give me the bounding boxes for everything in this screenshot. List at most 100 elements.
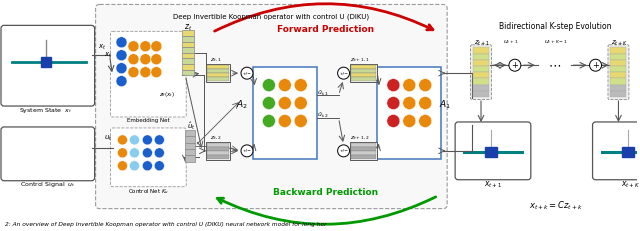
Text: $x_{t+1}$: $x_{t+1}$ (484, 180, 502, 190)
FancyBboxPatch shape (1, 127, 95, 181)
Text: Deep Invertible Koopman operator with control U (DIKU): Deep Invertible Koopman operator with co… (173, 13, 369, 20)
Bar (485, 147, 497, 157)
Circle shape (128, 54, 139, 65)
Text: +: + (592, 61, 599, 70)
Bar (611, 60, 627, 66)
Bar (611, 47, 627, 54)
Circle shape (116, 37, 127, 48)
Circle shape (143, 161, 152, 171)
Text: +/−: +/− (339, 72, 348, 76)
Circle shape (387, 97, 400, 109)
Circle shape (589, 59, 602, 71)
Text: Embedding Net: Embedding Net (127, 118, 170, 123)
Bar (473, 72, 489, 78)
Circle shape (118, 148, 127, 158)
Text: $x_{t+k} = Cz_{t+k}$: $x_{t+k} = Cz_{t+k}$ (529, 200, 582, 212)
Text: Forward Prediction: Forward Prediction (277, 25, 374, 34)
Text: Control Net $K_u$: Control Net $K_u$ (128, 187, 169, 196)
Text: $x_t$: $x_t$ (104, 51, 113, 60)
Circle shape (116, 76, 127, 87)
Text: Backward Prediction: Backward Prediction (273, 188, 378, 197)
Circle shape (294, 97, 307, 109)
Text: $A_2$: $A_2$ (236, 99, 248, 111)
Bar (182, 70, 194, 75)
Bar (611, 85, 627, 91)
Bar (185, 143, 195, 149)
Bar (207, 73, 229, 77)
Bar (207, 69, 229, 73)
Circle shape (129, 148, 140, 158)
FancyBboxPatch shape (206, 64, 230, 82)
Text: +/−: +/− (243, 149, 252, 153)
Circle shape (116, 63, 127, 74)
FancyBboxPatch shape (470, 45, 492, 100)
Circle shape (129, 135, 140, 145)
Circle shape (116, 50, 127, 61)
Bar (185, 130, 195, 136)
Circle shape (262, 97, 275, 109)
Circle shape (387, 79, 400, 92)
Text: $x_t$: $x_t$ (99, 43, 107, 52)
Text: $u_t$: $u_t$ (104, 134, 113, 143)
Circle shape (509, 59, 521, 71)
FancyBboxPatch shape (111, 31, 186, 117)
Bar (473, 91, 489, 97)
Bar (351, 155, 376, 159)
Bar (473, 66, 489, 72)
Bar (207, 65, 229, 69)
Circle shape (143, 148, 152, 158)
Circle shape (154, 161, 164, 171)
FancyBboxPatch shape (455, 122, 531, 180)
Text: 2: An overview of Deep Invertible Koopman operator with control U (DIKU) neural : 2: An overview of Deep Invertible Koopma… (5, 222, 326, 227)
Circle shape (118, 161, 127, 171)
Bar (182, 47, 194, 53)
Text: +/−: +/− (243, 72, 252, 76)
Text: $z_{t,1}$: $z_{t,1}$ (211, 57, 222, 64)
Bar (351, 151, 376, 155)
Circle shape (140, 41, 151, 52)
Bar (611, 54, 627, 60)
Circle shape (387, 115, 400, 128)
Text: $\hat{u}_{t,2}$: $\hat{u}_{t,2}$ (317, 110, 329, 119)
Text: $z_t$: $z_t$ (184, 22, 193, 33)
Circle shape (338, 67, 349, 79)
Circle shape (419, 97, 432, 109)
Circle shape (241, 145, 253, 157)
FancyBboxPatch shape (608, 45, 629, 100)
FancyBboxPatch shape (349, 64, 378, 82)
Bar (207, 147, 229, 151)
Bar (473, 54, 489, 60)
Circle shape (338, 145, 349, 157)
Text: $x_{t+K}$: $x_{t+K}$ (621, 180, 640, 190)
Circle shape (419, 79, 432, 92)
Bar (611, 72, 627, 78)
Bar (623, 147, 634, 157)
Circle shape (294, 115, 307, 128)
FancyBboxPatch shape (206, 142, 230, 160)
Circle shape (403, 97, 416, 109)
Bar (611, 78, 627, 85)
Text: $\hat{u}_t$: $\hat{u}_t$ (187, 120, 195, 131)
Bar (182, 53, 194, 58)
Text: $u_{t+1}$: $u_{t+1}$ (503, 38, 518, 46)
Text: $z_{t+1,1}$: $z_{t+1,1}$ (349, 57, 369, 64)
Bar (351, 77, 376, 81)
Circle shape (154, 148, 164, 158)
Bar (185, 155, 195, 162)
Bar (41, 57, 51, 67)
Circle shape (154, 135, 164, 145)
Text: Control Signal  $u_t$: Control Signal $u_t$ (20, 180, 76, 189)
Bar (473, 78, 489, 85)
Bar (207, 143, 229, 147)
Bar (207, 151, 229, 155)
Text: $\hat{u}_{t,1}$: $\hat{u}_{t,1}$ (317, 88, 329, 97)
Bar (207, 155, 229, 159)
Circle shape (278, 97, 291, 109)
FancyBboxPatch shape (95, 4, 447, 209)
Circle shape (129, 161, 140, 171)
Circle shape (241, 67, 253, 79)
FancyBboxPatch shape (111, 128, 186, 187)
Text: Bidirectional K-step Evolution: Bidirectional K-step Evolution (499, 22, 612, 31)
Circle shape (419, 115, 432, 128)
Circle shape (140, 54, 151, 65)
